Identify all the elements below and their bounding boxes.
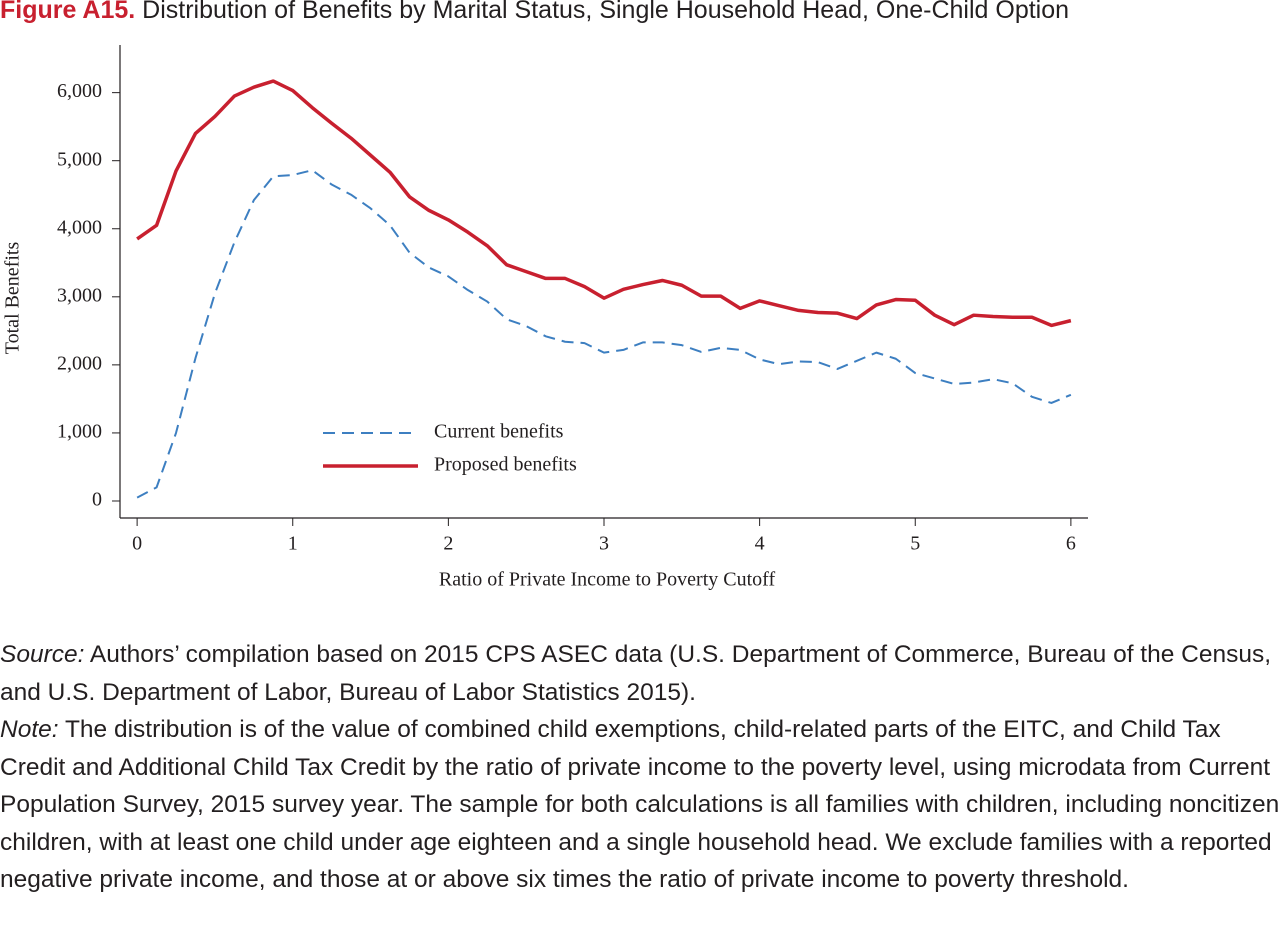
- chart: Total Benefits Ratio of Private Income t…: [2, 45, 1088, 591]
- x-axis-label: Ratio of Private Income to Poverty Cutof…: [439, 569, 776, 591]
- y-tick-label: 1,000: [57, 421, 102, 443]
- y-axis-label: Total Benefits: [2, 242, 24, 355]
- title-text: Distribution of Benefits by Marital Stat…: [142, 0, 1070, 24]
- legend-label: Current benefits: [434, 421, 564, 443]
- note-text: The distribution is of the value of comb…: [0, 716, 1280, 893]
- y-tick-label: 3,000: [57, 284, 102, 306]
- note: Note: The distribution is of the value o…: [0, 711, 1280, 899]
- x-tick-label: 0: [132, 533, 142, 555]
- x-tick-label: 6: [1066, 533, 1076, 555]
- series-line: [136, 79, 1072, 328]
- figure-label: Figure A15.: [0, 0, 136, 24]
- x-tick-label: 5: [910, 533, 920, 555]
- y-tick-label: 0: [92, 489, 102, 511]
- legend-label: Proposed benefits: [434, 454, 577, 476]
- y-tick-label: 5,000: [57, 148, 102, 170]
- source-label: Source:: [0, 641, 85, 668]
- x-tick-label: 1: [288, 533, 298, 555]
- x-tick-label: 4: [755, 533, 765, 555]
- series-line: [136, 169, 1072, 499]
- source-text: Authors’ compilation based on 2015 CPS A…: [0, 641, 1272, 706]
- figure-title: Figure A15. Distribution of Benefits by …: [0, 0, 1069, 25]
- y-tick-label: 2,000: [57, 352, 102, 374]
- x-tick-label: 3: [599, 533, 609, 555]
- notes: Source: Authors’ compilation based on 20…: [0, 636, 1280, 899]
- y-tick-label: 6,000: [57, 80, 102, 102]
- note-label: Note:: [0, 716, 59, 743]
- y-tick-label: 4,000: [57, 216, 102, 238]
- x-tick-label: 2: [443, 533, 453, 555]
- source: Source: Authors’ compilation based on 20…: [0, 636, 1280, 711]
